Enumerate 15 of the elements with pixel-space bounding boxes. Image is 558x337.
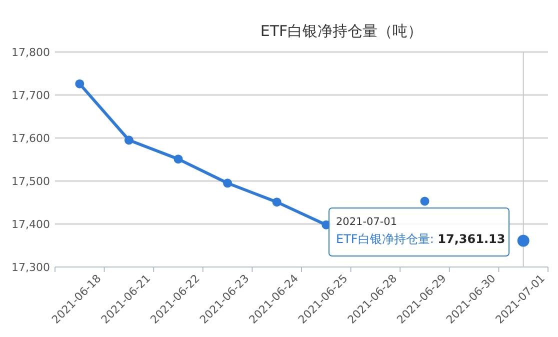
y-tick-label: 17,600	[12, 132, 50, 145]
y-tick-label: 17,300	[12, 261, 50, 274]
point	[420, 196, 430, 206]
point	[223, 178, 232, 188]
annotation: ETF白银净持仓量: 17,361.13	[336, 232, 506, 246]
y-tick-label: 17,500	[12, 175, 50, 188]
point	[174, 154, 183, 164]
chart-title: ETF白银净持仓量（吨）	[260, 22, 423, 40]
y-tick-label: 17,800	[12, 46, 50, 59]
y-tick-label: 17,400	[12, 218, 50, 231]
y-tick-label: 17,700	[12, 89, 50, 102]
point	[75, 79, 84, 88]
point	[124, 136, 134, 145]
point	[272, 198, 282, 207]
annotation: 2021-07-01	[336, 216, 398, 228]
